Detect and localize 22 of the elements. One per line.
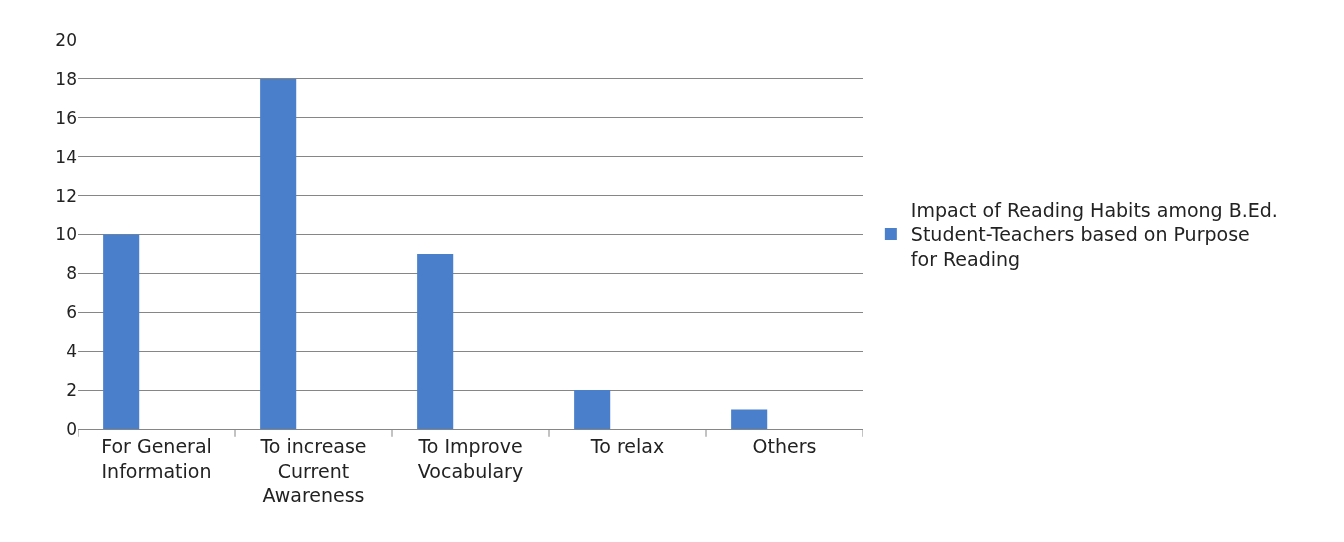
x-tick-label: To increase Current Awareness — [259, 434, 367, 507]
y-tick-label: 10 — [55, 224, 77, 245]
y-tick-label: 14 — [55, 146, 77, 167]
y-tick-label: 0 — [66, 418, 77, 439]
x-tick-label: To relax — [589, 434, 665, 457]
bar — [731, 409, 768, 429]
y-tick-label: 18 — [55, 68, 77, 89]
bar — [260, 78, 297, 429]
bar — [417, 253, 454, 429]
y-tick-label: 2 — [66, 380, 77, 401]
bar — [103, 234, 140, 429]
y-tick-label: 12 — [55, 185, 77, 206]
x-tick-label: To Improve Vocabulary — [417, 434, 524, 482]
y-tick-label: 4 — [66, 341, 77, 362]
y-tick-label: 6 — [66, 302, 77, 323]
bar — [574, 390, 611, 429]
y-tick-label: 20 — [55, 29, 77, 50]
y-tick-label: 8 — [66, 263, 77, 284]
legend-label: Impact of Reading Habits among B.Ed. Student-Teachers based on Purpose for Reading — [910, 198, 1278, 271]
x-tick-label: For General Information — [101, 434, 212, 482]
y-tick-label: 16 — [55, 107, 77, 128]
x-tick-label: Others — [752, 434, 817, 457]
